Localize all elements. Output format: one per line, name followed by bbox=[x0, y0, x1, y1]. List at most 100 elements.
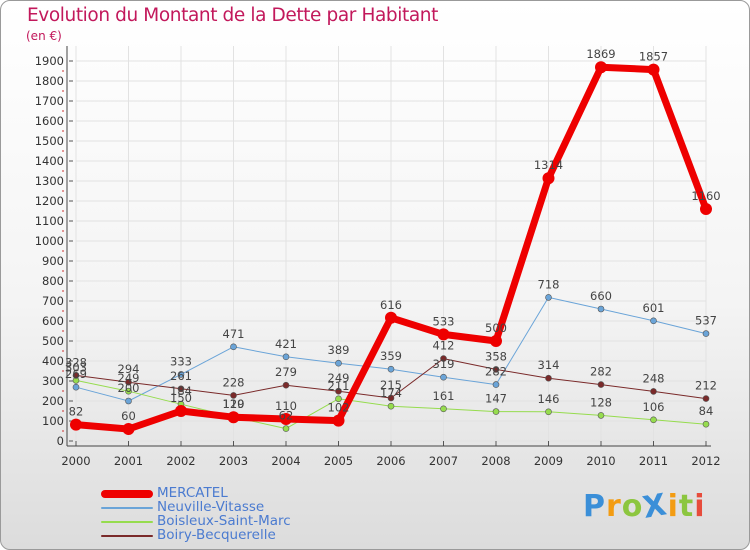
point-mercatel-2003 bbox=[227, 411, 240, 424]
data-label-boisleux-saint-marc-2000: 303 bbox=[65, 360, 87, 374]
point-mercatel-2012 bbox=[700, 203, 712, 215]
y-tick-label-1600: 1600 bbox=[35, 114, 64, 128]
point-mercatel-2005 bbox=[332, 414, 345, 427]
data-label-boisleux-saint-marc-2005: 211 bbox=[328, 379, 350, 393]
legend-label-mercatel: MERCATEL bbox=[157, 485, 228, 501]
point-boiry-becquerelle-2000 bbox=[72, 372, 80, 379]
data-label-boisleux-saint-marc-2001: 249 bbox=[118, 371, 140, 385]
point-boiry-becquerelle-2007 bbox=[440, 355, 447, 362]
data-label-mercatel-2011: 1857 bbox=[639, 50, 668, 64]
brand-letter: i bbox=[694, 489, 706, 524]
point-neuville-vitasse-2012 bbox=[702, 330, 710, 337]
y-tick-label-1000: 1000 bbox=[35, 234, 64, 248]
point-boiry-becquerelle-2011 bbox=[650, 388, 657, 395]
y-tick-label-0: 0 bbox=[57, 434, 64, 448]
data-label-boiry-becquerelle-2011: 248 bbox=[643, 371, 665, 385]
point-boisleux-saint-marc-2006 bbox=[387, 402, 395, 410]
brand-logo: ProXiti bbox=[583, 487, 706, 526]
data-label-neuville-vitasse-2005: 389 bbox=[328, 343, 350, 357]
point-neuville-vitasse-2010 bbox=[597, 305, 605, 313]
point-neuville-vitasse-2004 bbox=[282, 353, 290, 361]
x-tick-label-2010: 2010 bbox=[586, 454, 615, 468]
data-label-boiry-becquerelle-2009: 314 bbox=[538, 358, 560, 372]
x-tick-label-2007: 2007 bbox=[429, 454, 458, 468]
point-mercatel-2000 bbox=[70, 418, 82, 431]
data-label-boisleux-saint-marc-2004: 62 bbox=[279, 409, 294, 423]
point-boisleux-saint-marc-2004 bbox=[282, 425, 290, 432]
data-label-boiry-becquerelle-2004: 279 bbox=[275, 365, 297, 379]
data-label-mercatel-2002: 150 bbox=[170, 391, 192, 405]
y-tick-label-1800: 1800 bbox=[35, 74, 64, 88]
point-neuville-vitasse-2006 bbox=[387, 365, 395, 373]
y-tick-label-1400: 1400 bbox=[35, 154, 64, 168]
data-label-mercatel-2004: 110 bbox=[275, 399, 297, 413]
point-mercatel-2006 bbox=[385, 311, 397, 324]
y-tick-label-1200: 1200 bbox=[35, 194, 64, 208]
y-tick-label-500: 500 bbox=[42, 334, 64, 348]
point-neuville-vitasse-2003 bbox=[230, 343, 237, 351]
x-tick-label-2002: 2002 bbox=[166, 454, 195, 468]
data-label-mercatel-2009: 1314 bbox=[534, 158, 563, 172]
point-neuville-vitasse-2005 bbox=[335, 359, 342, 367]
x-tick-label-2004: 2004 bbox=[271, 454, 300, 468]
data-label-boisleux-saint-marc-2010: 128 bbox=[590, 395, 612, 409]
point-boiry-becquerelle-2003 bbox=[230, 392, 237, 399]
data-label-neuville-vitasse-2002: 333 bbox=[170, 354, 192, 368]
y-tick-label-1500: 1500 bbox=[35, 134, 64, 148]
point-boisleux-saint-marc-2005 bbox=[335, 395, 342, 403]
x-tick-label-2011: 2011 bbox=[639, 454, 668, 468]
data-label-mercatel-2005: 102 bbox=[328, 401, 350, 415]
brand-letter: P bbox=[583, 489, 606, 524]
data-label-neuville-vitasse-2012: 537 bbox=[695, 314, 717, 328]
y-tick-label-300: 300 bbox=[42, 374, 64, 388]
point-neuville-vitasse-2011 bbox=[650, 317, 657, 325]
brand-letter: t bbox=[678, 489, 695, 524]
x-tick-label-2008: 2008 bbox=[481, 454, 510, 468]
point-boisleux-saint-marc-2007 bbox=[440, 405, 447, 413]
data-label-boisleux-saint-marc-2007: 161 bbox=[433, 389, 455, 403]
point-boiry-becquerelle-2004 bbox=[282, 381, 290, 389]
point-mercatel-2008 bbox=[490, 335, 502, 347]
data-labels: 82 60 150 119 110 102 616 533 500 1314 1869 1857 116… bbox=[65, 47, 721, 423]
data-label-neuville-vitasse-2011: 601 bbox=[643, 301, 665, 315]
x-tick-label-2006: 2006 bbox=[376, 454, 405, 468]
data-label-boiry-becquerelle-2000: 328 bbox=[65, 355, 87, 369]
point-boisleux-saint-marc-2001 bbox=[125, 387, 132, 395]
x-tick-label-2003: 2003 bbox=[219, 454, 248, 468]
data-label-mercatel-2000: 82 bbox=[69, 405, 84, 419]
y-tick-label-800: 800 bbox=[42, 274, 64, 288]
point-boisleux-saint-marc-2011 bbox=[650, 416, 657, 424]
data-label-boiry-becquerelle-2005: 249 bbox=[328, 371, 350, 385]
legend-swatch-neuville-vitasse bbox=[101, 507, 153, 509]
data-label-boiry-becquerelle-2003: 228 bbox=[223, 375, 245, 389]
data-label-neuville-vitasse-2004: 421 bbox=[275, 337, 297, 351]
y-tick-label-700: 700 bbox=[42, 294, 64, 308]
chart-unit: (en €) bbox=[26, 29, 62, 43]
point-boiry-becquerelle-2005 bbox=[335, 387, 342, 395]
legend-swatch-boisleux-saint-marc bbox=[101, 521, 153, 523]
legend-swatch-mercatel bbox=[101, 490, 153, 498]
point-boisleux-saint-marc-2012 bbox=[702, 420, 710, 428]
data-label-boiry-becquerelle-2002: 261 bbox=[170, 369, 192, 383]
legend-label-boisleux-saint-marc: Boisleux-Saint-Marc bbox=[157, 513, 291, 529]
data-label-neuville-vitasse-2007: 319 bbox=[433, 357, 455, 371]
point-mercatel-2001 bbox=[122, 423, 135, 435]
point-mercatel-2011 bbox=[647, 63, 660, 76]
data-label-boisleux-saint-marc-2008: 147 bbox=[485, 392, 507, 406]
data-label-neuville-vitasse-2006: 359 bbox=[380, 349, 402, 363]
brand-letter: i bbox=[667, 489, 679, 524]
y-tick-label-1700: 1700 bbox=[35, 94, 64, 108]
data-label-boisleux-saint-marc-2009: 146 bbox=[538, 392, 560, 406]
point-mercatel-2002 bbox=[175, 405, 187, 417]
data-label-neuville-vitasse-2009: 718 bbox=[538, 277, 560, 291]
data-label-boiry-becquerelle-2010: 282 bbox=[590, 365, 612, 379]
data-label-boisleux-saint-marc-2012: 84 bbox=[699, 404, 714, 418]
data-label-boiry-becquerelle-2012: 212 bbox=[695, 379, 717, 393]
legend-label-neuville-vitasse: Neuville-Vitasse bbox=[157, 499, 265, 515]
data-label-boiry-becquerelle-2006: 215 bbox=[380, 378, 402, 392]
x-tick-label-2009: 2009 bbox=[534, 454, 563, 468]
point-boiry-becquerelle-2010 bbox=[597, 381, 605, 388]
point-neuville-vitasse-2007 bbox=[440, 373, 447, 381]
data-label-boiry-becquerelle-2001: 294 bbox=[118, 362, 140, 376]
